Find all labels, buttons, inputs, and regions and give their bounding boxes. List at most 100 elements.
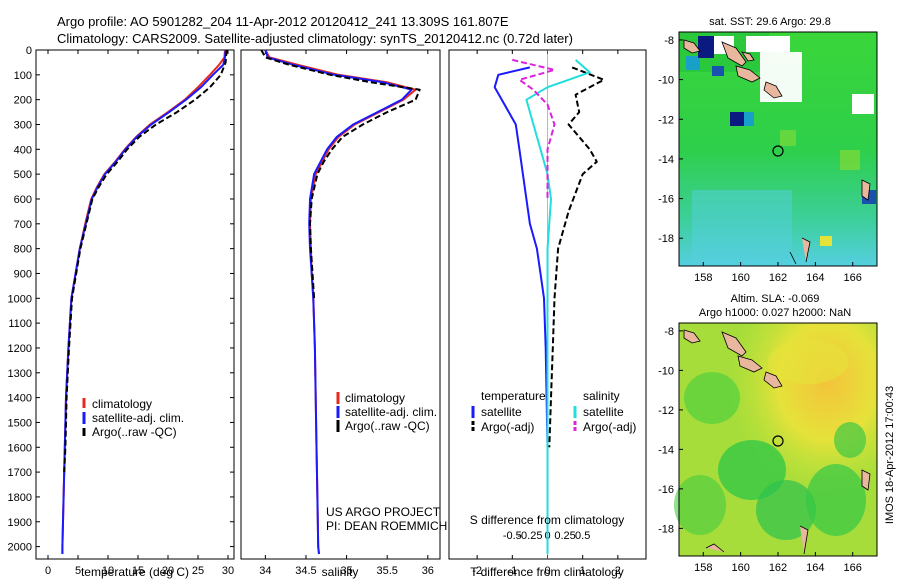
sla-islands — [683, 329, 871, 555]
lat-tick-label: -16 — [658, 194, 674, 206]
sla-map-subtitle: Argo h1000: 0.027 h2000: NaN — [699, 307, 851, 319]
lon-tick-label: 166 — [844, 562, 862, 574]
lon-tick-label: 158 — [694, 272, 712, 284]
temperature-profiles — [61, 50, 228, 554]
pi-label: PI: DEAN ROEMMICH — [326, 519, 447, 533]
y-tick-label: 100 — [14, 70, 32, 82]
sla-map-lat-axis: -8 -10 -12 -14 -16 -18 — [658, 326, 683, 535]
lon-tick-label: 162 — [769, 562, 787, 574]
x2-tick-label: -0.25 — [517, 530, 542, 542]
argo-location-marker — [772, 435, 784, 447]
lat-tick-label: -12 — [658, 114, 674, 126]
t-difference-axis: -2 -1 0 1 2 — [472, 50, 621, 577]
x2-tick-label: 0.5 — [575, 530, 590, 542]
sla-map-lon-axis: 158 160 162 164 166 — [694, 552, 862, 574]
temperature-axis: 0 5 10 15 20 25 30 — [45, 50, 234, 577]
argo-location-marker — [772, 145, 784, 157]
lat-tick-label: -16 — [658, 484, 674, 496]
legend-label-satellite: satellite-adj. clim. — [92, 411, 184, 425]
lat-tick-label: -8 — [664, 326, 674, 338]
series-line — [63, 50, 228, 473]
y-tick-label: 700 — [14, 219, 32, 231]
legend-label-climatology: climatology — [92, 397, 152, 411]
sla-field-detail — [674, 323, 877, 556]
lon-tick-label: 164 — [806, 272, 824, 284]
y-tick-label: 1200 — [8, 343, 32, 355]
s-difference-label: S difference from climatology — [470, 513, 625, 527]
series-line — [525, 59, 591, 554]
legend-label-t-argo: Argo(-adj) — [481, 420, 534, 434]
lat-tick-label: -18 — [658, 233, 674, 245]
series-line — [264, 50, 413, 555]
lat-tick-label: -10 — [658, 365, 674, 377]
lat-tick-label: -14 — [658, 154, 674, 166]
project-label: US ARGO PROJECT — [326, 505, 441, 519]
y-tick-label: 1500 — [8, 417, 32, 429]
y-tick-label: 400 — [14, 144, 32, 156]
y-tick-label: 1900 — [8, 517, 32, 529]
legend-label-t-satellite: satellite — [481, 405, 522, 419]
series-line — [260, 50, 421, 299]
salinity-profiles — [260, 50, 421, 555]
x-tick-label: -2 — [472, 565, 482, 577]
series-line — [493, 66, 549, 554]
y-tick-label: 300 — [14, 119, 32, 131]
salinity-axis: 34 34.5 35 35.5 36 — [259, 50, 434, 577]
lat-tick-label: -10 — [658, 75, 674, 87]
x-tick-label: 30 — [222, 565, 234, 577]
lat-tick-label: -14 — [658, 444, 674, 456]
x2-tick-label: 0.25 — [554, 530, 575, 542]
x-tick-label: 2 — [615, 565, 621, 577]
y-tick-label: 1300 — [8, 368, 32, 380]
difference-legend: temperature salinity satellite Argo(-adj… — [471, 389, 636, 434]
y-tick-label: 1700 — [8, 467, 32, 479]
lon-tick-label: 166 — [844, 272, 862, 284]
x-tick-label: 34 — [259, 565, 271, 577]
legend-group-salinity: salinity — [583, 389, 620, 403]
salinity-panel: 34 34.5 35 35.5 36 salinity climatology sate… — [240, 49, 447, 579]
x2-tick-label: -0.5 — [503, 530, 522, 542]
sst-map: sat. SST: 29.6 Argo: 29.8 — [658, 16, 878, 284]
x-tick-label: 25 — [192, 565, 204, 577]
difference-panel: -2 -1 0 1 2 -0.5-0.25 0 0.25 0.5 S difference f… — [448, 49, 647, 579]
y-tick-label: 200 — [14, 95, 32, 107]
sst-map-lon-axis: 158 160 162 164 166 — [694, 262, 862, 284]
legend-label-argo: Argo(..raw -QC) — [92, 425, 177, 439]
title-line-1: Argo profile: AO 5901282_204 11-Apr-2012… — [57, 14, 509, 29]
x-tick-label: 0 — [45, 565, 51, 577]
x-tick-label: 1 — [580, 565, 586, 577]
series-line — [512, 58, 556, 199]
lat-tick-label: -8 — [664, 35, 674, 47]
legend-label-climatology: climatology — [345, 391, 405, 405]
legend-label-s-satellite: satellite — [583, 405, 624, 419]
x-tick-label: 0 — [544, 565, 550, 577]
x-tick-label: -1 — [507, 565, 517, 577]
legend-label-argo: Argo(..raw -QC) — [345, 419, 430, 433]
legend-label-satellite: satellite-adj. clim. — [345, 405, 437, 419]
temperature-axis-label: temperature (deg C) — [81, 565, 189, 579]
lon-tick-label: 164 — [806, 562, 824, 574]
title-line-2: Climatology: CARS2009. Satellite-adjuste… — [57, 31, 573, 46]
lon-tick-label: 158 — [694, 562, 712, 574]
series-line — [61, 50, 227, 554]
sla-map: Altim. SLA: -0.069 Argo h1000: 0.027 h20… — [658, 293, 878, 574]
y-tick-label: 1800 — [8, 492, 32, 504]
lat-tick-label: -12 — [658, 405, 674, 417]
sla-map-title: Altim. SLA: -0.069 — [731, 293, 820, 305]
y-tick-label: 600 — [14, 194, 32, 206]
salinity-legend: climatology satellite-adj. clim. Argo(..… — [336, 391, 437, 433]
lon-tick-label: 160 — [731, 272, 749, 284]
lon-tick-label: 162 — [769, 272, 787, 284]
sst-islands — [683, 39, 871, 265]
x-tick-label: 35.5 — [376, 565, 397, 577]
salinity-axis-label: salinity — [322, 565, 359, 579]
lat-tick-label: -18 — [658, 523, 674, 535]
difference-profiles — [493, 50, 605, 559]
x-tick-label: 10 — [102, 565, 114, 577]
series-line — [548, 66, 605, 448]
legend-group-temperature: temperature — [481, 389, 546, 403]
sst-map-lat-axis: -8 -10 -12 -14 -16 -18 — [658, 35, 683, 245]
t-difference-label: T difference from climatology — [470, 565, 624, 579]
y-tick-label: 1100 — [8, 318, 32, 330]
